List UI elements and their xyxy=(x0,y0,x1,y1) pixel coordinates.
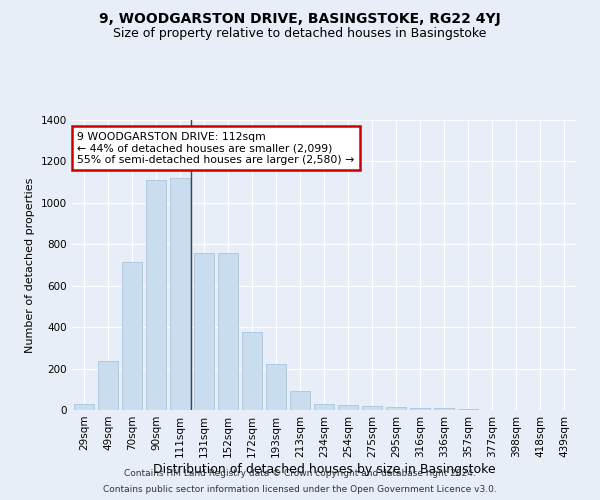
Text: Size of property relative to detached houses in Basingstoke: Size of property relative to detached ho… xyxy=(113,28,487,40)
Bar xyxy=(338,405,358,410)
Text: 9 WOODGARSTON DRIVE: 112sqm
← 44% of detached houses are smaller (2,099)
55% of : 9 WOODGARSTON DRIVE: 112sqm ← 44% of det… xyxy=(77,132,354,165)
Bar xyxy=(266,364,286,410)
Bar xyxy=(194,252,214,410)
Bar xyxy=(458,409,478,410)
Text: 9, WOODGARSTON DRIVE, BASINGSTOKE, RG22 4YJ: 9, WOODGARSTON DRIVE, BASINGSTOKE, RG22 … xyxy=(99,12,501,26)
Bar xyxy=(122,262,142,410)
Bar xyxy=(386,407,406,410)
Bar xyxy=(98,362,118,410)
Bar xyxy=(146,180,166,410)
Bar xyxy=(434,408,454,410)
Text: Contains HM Land Registry data © Crown copyright and database right 2024.: Contains HM Land Registry data © Crown c… xyxy=(124,468,476,477)
Bar xyxy=(410,408,430,410)
Text: Contains public sector information licensed under the Open Government Licence v3: Contains public sector information licen… xyxy=(103,485,497,494)
X-axis label: Distribution of detached houses by size in Basingstoke: Distribution of detached houses by size … xyxy=(152,462,496,475)
Y-axis label: Number of detached properties: Number of detached properties xyxy=(25,178,35,352)
Bar xyxy=(242,332,262,410)
Bar xyxy=(218,252,238,410)
Bar xyxy=(170,178,190,410)
Bar xyxy=(74,404,94,410)
Bar xyxy=(290,392,310,410)
Bar xyxy=(314,404,334,410)
Bar xyxy=(362,406,382,410)
